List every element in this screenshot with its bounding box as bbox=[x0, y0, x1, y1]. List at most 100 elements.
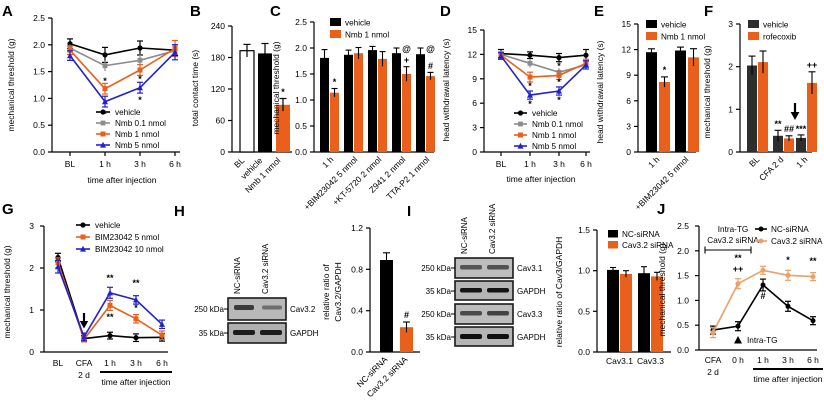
panel-i-xtick-1: Cav3.3 bbox=[637, 356, 664, 366]
panel-g-xlabel: time after injection bbox=[102, 377, 171, 387]
panel-j-xtick-0-line2: 2 d bbox=[707, 367, 719, 377]
panel-f-ytick-0: 0 bbox=[728, 147, 733, 157]
svg-text:*: * bbox=[557, 77, 561, 87]
panel-e-ytick-3: 9 bbox=[626, 70, 631, 80]
panel-h-lane-1-label: Cav3.2 siRNA bbox=[261, 243, 270, 294]
panel-i-blot: NC-siRNA Cav3.2 siRNA 250 kDa Cav3.1 35 … bbox=[421, 203, 546, 347]
panel-c-chart: 0.0 0.5 1.0 1.5 2.0 2.5 mechanical thres… bbox=[271, 17, 435, 212]
panel-g-ylabel: mechanical threshold (g) bbox=[2, 245, 12, 338]
panel-j-ytick-4: 2.0 bbox=[677, 246, 689, 256]
panel-g-xtick-4: 6 h bbox=[156, 358, 168, 368]
panel-d-xtick-2: 3 h bbox=[553, 159, 565, 169]
svg-text:*: * bbox=[138, 74, 142, 84]
panel-j-xtick-4: 6 h bbox=[807, 355, 819, 365]
panel-e-ytick-5: 15 bbox=[622, 19, 632, 29]
panel-a-legend-0: vehicle bbox=[115, 108, 141, 117]
panel-i-ytick-3: 1.5 bbox=[578, 225, 590, 235]
panel-g-xtick-1-line2: 2 d bbox=[78, 370, 90, 380]
panel-j-xtick-3: 3 h bbox=[782, 355, 794, 365]
panel-h-label: H bbox=[174, 203, 185, 220]
panel-g-xticklabels: BL CFA 2 d 1 h 3 h 6 h time after inject… bbox=[53, 358, 172, 387]
panel-j-xtick-2: 1 h bbox=[757, 355, 769, 365]
panel-d-series-nmb5 bbox=[498, 52, 589, 100]
panel-f-xtick-2: 1 h bbox=[794, 154, 810, 170]
panel-f-xtick-1: CFA 2 d bbox=[757, 154, 786, 183]
panel-h-lane-0-label: NC-siRNA bbox=[233, 256, 242, 294]
panel-a: A 0.0 0.5 1.0 1.5 2.0 2.5 BL bbox=[0, 0, 196, 196]
svg-text:*: * bbox=[103, 109, 107, 119]
panel-h-ytick-1: 0.4 bbox=[351, 306, 363, 316]
svg-text:*: * bbox=[528, 81, 532, 91]
panel-c-ytick-0: 0.0 bbox=[295, 147, 307, 157]
panel-d-ytick-0: 0 bbox=[472, 147, 477, 157]
panel-d-chart: 0 3 6 9 12 15 BL 1 h 3 h 6 h time after … bbox=[441, 25, 592, 184]
panel-g-ytick-1: 1 bbox=[29, 305, 34, 315]
panel-c-ytick-2: 1.0 bbox=[295, 95, 307, 105]
panel-d-label: D bbox=[440, 3, 451, 20]
panel-g: G 0 1 2 3 mechanical threshold (g) bbox=[0, 200, 180, 410]
panel-j-ytick-2: 1.0 bbox=[677, 295, 689, 305]
panel-c-ytick-5: 2.5 bbox=[295, 17, 307, 27]
svg-text:**: ** bbox=[106, 312, 114, 322]
panel-h-sig-0: # bbox=[404, 310, 409, 320]
panel-i-ylabel: relative ratio of Cav3/GAPDH bbox=[554, 237, 564, 348]
panel-g-down-arrow-icon bbox=[79, 313, 89, 329]
panel-c-label: C bbox=[270, 3, 281, 20]
panel-e-ytick-2: 6 bbox=[626, 96, 631, 106]
panel-i-legend-1: Cav3.2 siRNA bbox=[622, 241, 674, 250]
panel-f-ylabel: mechanical threshold (g) bbox=[702, 45, 712, 138]
panel-a-xtick-3: 6 h bbox=[169, 159, 181, 169]
panel-e: E 0 3 6 9 12 15 head withdrawal latency … bbox=[592, 0, 705, 212]
svg-text:**: ** bbox=[734, 253, 742, 263]
svg-text:#: # bbox=[760, 291, 765, 301]
panel-a-ytick-3: 1.5 bbox=[33, 67, 45, 77]
panel-g-xtick-1-line1: CFA bbox=[76, 358, 93, 368]
panel-c-ytick-3: 1.5 bbox=[295, 69, 307, 79]
panel-a-series-nmb5 bbox=[67, 44, 178, 108]
panel-e-legend-1: Nmb 1 nmol bbox=[661, 33, 705, 42]
panel-a-ytick-2: 1.0 bbox=[33, 93, 45, 103]
panel-j-xtick-1: 0 h bbox=[732, 355, 744, 365]
panel-h-content: NC-siRNA Cav3.2 siRNA 250 kDa Cav3.2 35 … bbox=[194, 223, 420, 399]
panel-i-row-0-mw: 250 kDa bbox=[421, 264, 451, 273]
panel-g-ytick-2: 2 bbox=[29, 263, 34, 273]
panel-d-significance-marks: * * * * * bbox=[528, 61, 561, 109]
panel-b-ytick-2: 120 bbox=[211, 84, 225, 94]
svg-text:*: * bbox=[103, 76, 107, 86]
panel-j-intra-tg-note: Intra-TG Cav3.2 siRNA bbox=[704, 225, 759, 254]
panel-d-ytick-1: 3 bbox=[472, 123, 477, 133]
panel-i-ytick-2: 1.0 bbox=[578, 266, 590, 276]
panel-j-legend-1: Cav3.2 siRNA bbox=[771, 237, 823, 246]
svg-text:++: ++ bbox=[807, 60, 818, 70]
svg-text:@: @ bbox=[402, 44, 411, 54]
panel-d-legend-2: Nmb 1 nmol bbox=[532, 131, 576, 140]
panel-b-sig-0: * bbox=[281, 87, 285, 97]
panel-g-legend-2: BIM23042 10 nmol bbox=[95, 245, 164, 254]
panel-f-chart: 0 1 2 3 mechanical threshold (g) ** ## bbox=[702, 19, 818, 183]
panel-h-ytick-0: 0.0 bbox=[351, 347, 363, 357]
panel-a-xtick-1: 1 h bbox=[99, 159, 111, 169]
panel-c-ylabel: mechanical threshold (g) bbox=[271, 41, 281, 134]
panel-b-ylabel: total contact time (s) bbox=[190, 50, 200, 127]
panel-c-ytick-4: 2.0 bbox=[295, 43, 307, 53]
panel-f-xticklabels: BL CFA 2 d 1 h bbox=[747, 154, 810, 183]
panel-d-series-vehicle bbox=[498, 48, 589, 63]
panel-a-label: A bbox=[2, 3, 13, 20]
panel-e-legend: vehicle Nmb 1 nmol bbox=[646, 20, 705, 42]
panel-i-content: NC-siRNA Cav3.2 siRNA 250 kDa Cav3.1 35 … bbox=[421, 203, 674, 366]
panel-a-ytick-0: 0.0 bbox=[33, 147, 45, 157]
panel-c-legend-0: vehicle bbox=[345, 19, 371, 28]
panel-f-legend-1: rofecoxib bbox=[763, 33, 797, 42]
panel-i-ytick-0: 0.0 bbox=[578, 347, 590, 357]
panel-d-ytick-3: 9 bbox=[472, 74, 477, 84]
panel-a-ytick-1: 0.5 bbox=[33, 120, 45, 130]
svg-text:*: * bbox=[138, 95, 142, 105]
panel-a-axes bbox=[48, 17, 180, 156]
panel-i: I NC-siRNA Cav3.2 siRNA 250 kDa Cav3.1 3… bbox=[405, 200, 695, 410]
panel-d-legend-1: Nmb 0.1 nmol bbox=[532, 120, 583, 129]
panel-j-legend: NC-siRNA Cav3.2 siRNA bbox=[755, 225, 823, 246]
panel-j-ytick-5: 2.5 bbox=[677, 221, 689, 231]
panel-h-row-0-name: Cav3.2 bbox=[290, 305, 316, 314]
svg-text:**: ** bbox=[809, 256, 817, 266]
panel-f-label: F bbox=[704, 3, 714, 20]
